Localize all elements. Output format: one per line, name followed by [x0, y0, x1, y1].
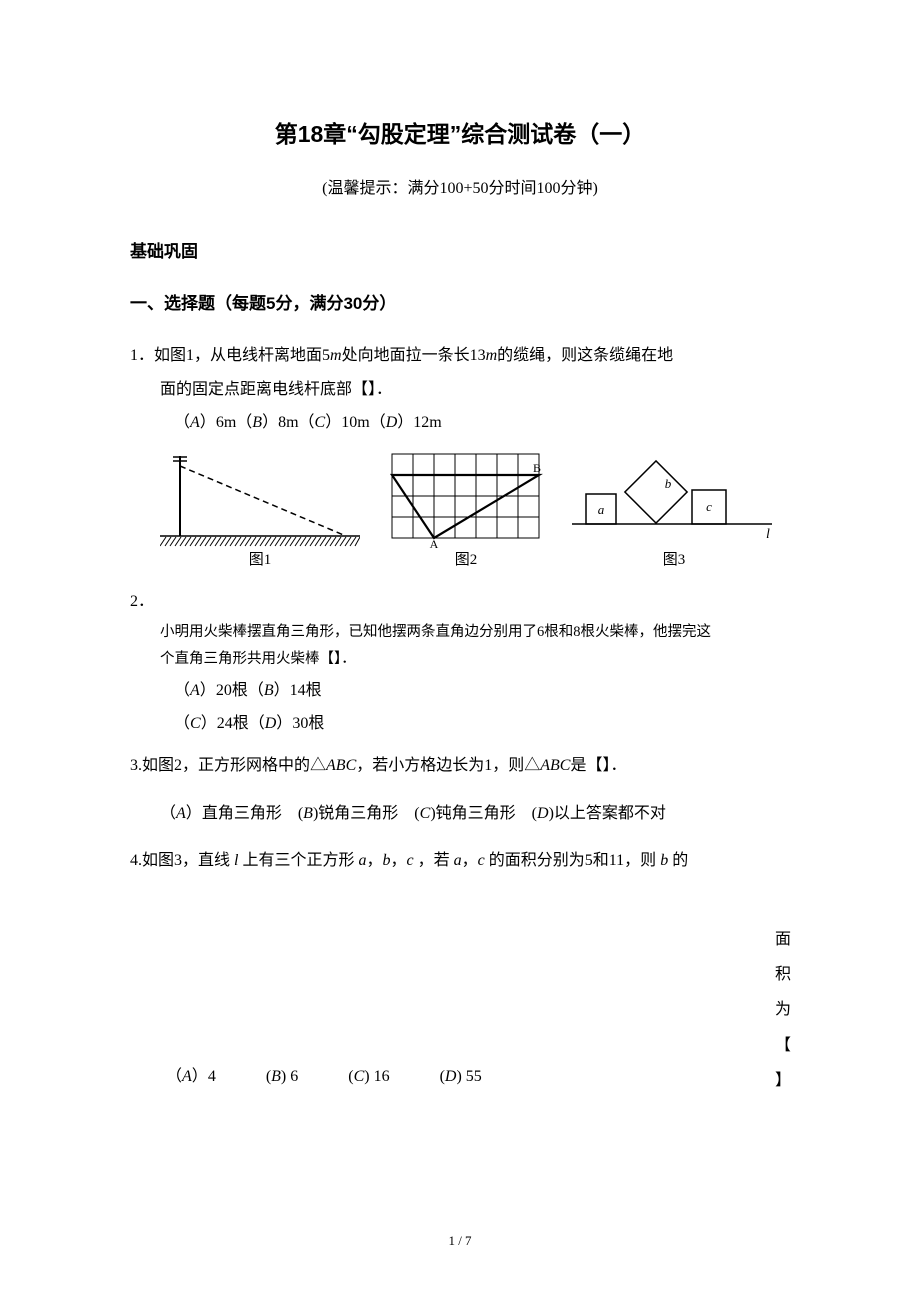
q4-right-column: 面 积 为 【 】 [774, 922, 792, 1098]
question-2: 2． 小明用火柴棒摆直角三角形，已知他摆两条直角边分别用了6根和8根火柴棒，他摆… [130, 585, 790, 741]
fig3-label-l: l [766, 527, 770, 542]
q2-number: 2． [130, 585, 790, 619]
page-title: 第18章“勾股定理”综合测试卷（一） [130, 110, 790, 158]
q1-text-line1: 1．如图1，从电线杆离地面5m处向地面拉一条长13m的缆绳，则这条缆绳在地 [130, 339, 790, 373]
figure-row: 图1 A B C 图2 [160, 448, 790, 571]
q1-text-line2: 面的固定点距离电线杆底部【】． [130, 373, 790, 407]
q2-line1: 小明用火柴棒摆直角三角形，已知他摆两条直角边分别用了6根和8根火柴棒，他摆完这 [130, 619, 790, 647]
section-basic-label: 基础巩固 [130, 234, 790, 270]
q2-options-ab: （A）20根（B）14根 [130, 674, 790, 708]
figure-1-caption: 图1 [160, 550, 360, 571]
q4-text: 4.如图3，直线 l 上有三个正方形 a，b，c ，若 a，c 的面积分别为5和… [130, 844, 790, 878]
figure-2-caption: 图2 [388, 550, 544, 571]
fig3-label-a: a [598, 502, 605, 517]
page-subtitle: (温馨提示：满分100+50分时间100分钟) [130, 172, 790, 206]
q2-line2: 个直角三角形共用火柴棒【】． [130, 646, 790, 674]
fig3-label-c: c [706, 499, 712, 514]
fig3-label-b: b [665, 476, 672, 491]
fig2-label-A: A [430, 537, 439, 548]
q4-option-c: (C) 16 [348, 1060, 389, 1094]
figure-2: A B C 图2 [388, 448, 544, 571]
question-4: 4.如图3，直线 l 上有三个正方形 a，b，c ，若 a，c 的面积分别为5和… [130, 844, 790, 878]
q4-option-a: （A）4 [166, 1060, 216, 1094]
figure-1-svg [160, 448, 360, 548]
section-part1-head: 一、选择题（每题5分，满分30分） [130, 286, 790, 322]
figure-3: a b c l 图3 [572, 452, 776, 571]
figure-3-svg: a b c l [572, 452, 776, 548]
q2-options-cd: （C）24根（D）30根 [130, 707, 790, 741]
q4-option-b: (B) 6 [266, 1060, 298, 1094]
q4-option-d: (D) 55 [440, 1060, 482, 1094]
q4-options: （A）4 (B) 6 (C) 16 (D) 55 [130, 1060, 790, 1094]
figure-3-caption: 图3 [572, 550, 776, 571]
fig2-label-B: B [533, 461, 541, 475]
figure-2-svg: A B C [388, 448, 544, 548]
figure-1: 图1 [160, 448, 360, 571]
question-1: 1．如图1，从电线杆离地面5m处向地面拉一条长13m的缆绳，则这条缆绳在地 面的… [130, 339, 790, 440]
q3-options: （A）直角三角形 (B)锐角三角形 (C)钝角三角形 (D)以上答案都不对 [130, 797, 790, 831]
q3-text: 3.如图2，正方形网格中的△ABC，若小方格边长为1，则△ABC是【】． [130, 749, 790, 783]
page-footer: 1 / 7 [0, 1227, 920, 1254]
question-3: 3.如图2，正方形网格中的△ABC，若小方格边长为1，则△ABC是【】． （A）… [130, 749, 790, 830]
q1-options: （A）6m（B）8m（C）10m（D）12m [130, 406, 790, 440]
